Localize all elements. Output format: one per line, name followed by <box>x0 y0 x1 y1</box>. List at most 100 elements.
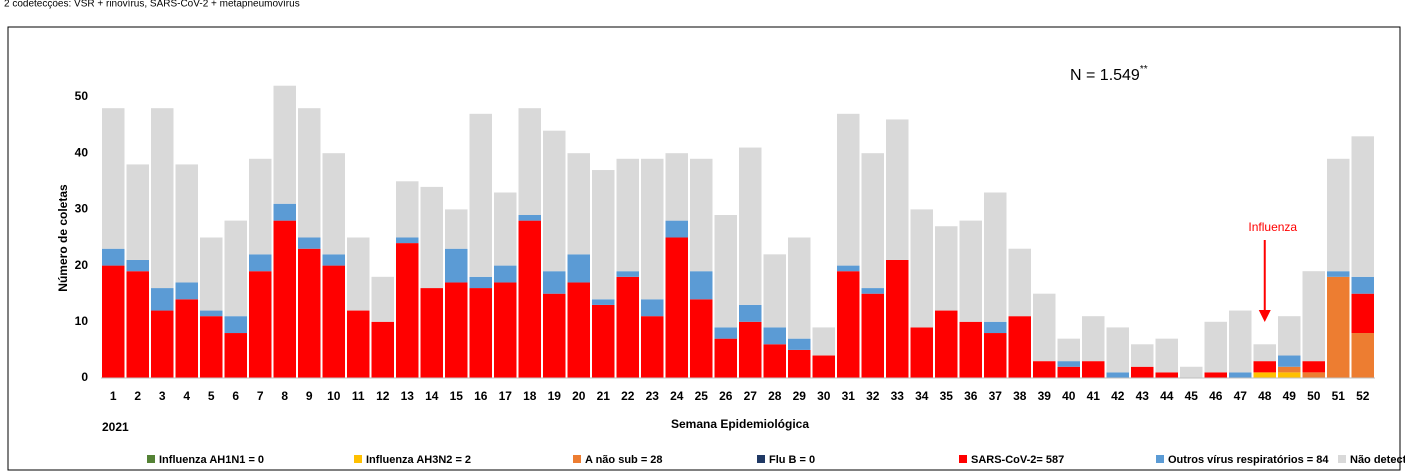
bar-segment <box>886 259 909 378</box>
bar-segment <box>175 299 198 378</box>
bar-segment <box>1057 366 1080 378</box>
annotation-sup: ** <box>1140 64 1148 75</box>
y-tick-label: 20 <box>75 258 89 272</box>
bar-segment <box>690 271 713 300</box>
bar-segment <box>224 220 247 317</box>
x-tick-label: 12 <box>376 389 390 403</box>
bar-segment <box>616 158 639 272</box>
bar-segment <box>1253 361 1276 373</box>
bar-segment <box>420 288 443 378</box>
bar-segment <box>322 153 345 255</box>
bar-segment <box>1327 158 1350 272</box>
bar-segment <box>861 293 884 378</box>
legend-label: Influenza AH3N2 = 2 <box>366 454 471 466</box>
bar-segment <box>812 327 835 356</box>
bar-segment <box>1131 366 1154 378</box>
x-tick-label: 8 <box>281 389 288 403</box>
bar-segment <box>1204 321 1227 373</box>
x-tick-label: 37 <box>989 389 1003 403</box>
bar-segment <box>910 209 933 328</box>
bar-segment <box>886 119 909 260</box>
x-tick-label: 40 <box>1062 389 1076 403</box>
bar-segment <box>126 164 149 260</box>
legend-swatch <box>147 455 155 463</box>
x-tick-label: 19 <box>548 389 562 403</box>
bar-segment <box>249 158 272 255</box>
bar-segment <box>984 333 1007 378</box>
bar-segment <box>322 254 345 266</box>
x-tick-label: 30 <box>817 389 831 403</box>
legend-swatch <box>1338 455 1346 463</box>
bar-segment <box>1082 361 1105 378</box>
x-tick-label: 17 <box>499 389 513 403</box>
x-tick-label: 6 <box>232 389 239 403</box>
bar-segment <box>812 355 835 378</box>
bar-segment <box>396 181 419 238</box>
bar-segment <box>469 113 492 277</box>
bar-segment <box>518 108 541 215</box>
x-tick-label: 21 <box>597 389 611 403</box>
legend-swatch <box>354 455 362 463</box>
bar-segment <box>322 265 345 378</box>
x-tick-label: 32 <box>866 389 880 403</box>
bar-segment <box>714 327 737 339</box>
bar-segment <box>837 113 860 266</box>
bar-segment <box>102 265 125 378</box>
x-tick-label: 15 <box>450 389 464 403</box>
bar-segment <box>1229 310 1252 373</box>
bar-segment <box>371 276 394 322</box>
bar-segment <box>543 130 566 272</box>
x-tick-label: 35 <box>940 389 954 403</box>
bar-segment <box>1327 271 1350 277</box>
bar-segment <box>788 338 811 350</box>
bar-segment <box>616 276 639 378</box>
bar-segment <box>1057 361 1080 367</box>
bar-segment <box>959 220 982 322</box>
x-tick-label: 1 <box>110 389 117 403</box>
bar-segment <box>543 271 566 294</box>
bar-segment <box>1155 372 1178 378</box>
bar-segment <box>592 304 615 378</box>
x-tick-label: 49 <box>1283 389 1297 403</box>
x-tick-label: 18 <box>523 389 537 403</box>
x-tick-label: 48 <box>1258 389 1272 403</box>
x-tick-label: 9 <box>306 389 313 403</box>
bar-segment <box>665 237 688 378</box>
legend-swatch <box>573 455 581 463</box>
bar-segment <box>1351 136 1374 277</box>
x-tick-label: 52 <box>1356 389 1370 403</box>
bar-segment <box>494 282 517 378</box>
x-tick-label: 20 <box>572 389 586 403</box>
bar-segment <box>1033 293 1056 362</box>
x-tick-label: 23 <box>646 389 660 403</box>
bar-segment <box>714 338 737 378</box>
legend-label: SARS-CoV-2= 587 <box>971 454 1064 466</box>
bar-segment <box>1327 276 1350 378</box>
bar-segment <box>273 203 296 221</box>
x-tick-label: 11 <box>352 389 365 403</box>
x-tick-label: 33 <box>891 389 905 403</box>
bar-segment <box>984 192 1007 322</box>
bar-segment <box>763 327 786 345</box>
bar-segment <box>1351 333 1374 378</box>
y-tick-label: 0 <box>81 370 88 384</box>
note: 2 codetecções: VSR + rinovírus, SARS-CoV… <box>4 0 300 10</box>
bar-segment <box>126 259 149 272</box>
bar-segment <box>1106 372 1129 378</box>
bar-segment <box>567 254 590 283</box>
arrow-head <box>1258 310 1271 322</box>
x-tick-label: 7 <box>257 389 264 403</box>
bar-segment <box>1278 355 1301 367</box>
bar-segment <box>788 237 811 339</box>
bar-segment <box>1253 372 1276 378</box>
bar-segment <box>1033 361 1056 378</box>
legend-label: Outros vírus respiratórios = 84 <box>1168 454 1329 466</box>
bar-segment <box>224 333 247 378</box>
x-axis-label: Semana Epidemiológica <box>671 417 809 431</box>
bar-segment <box>175 282 198 300</box>
x-tick-label: 3 <box>159 389 166 403</box>
bar-segment <box>200 310 223 317</box>
bar-segment <box>543 293 566 378</box>
x-tick-label: 47 <box>1234 389 1248 403</box>
bar-segment <box>200 237 223 311</box>
